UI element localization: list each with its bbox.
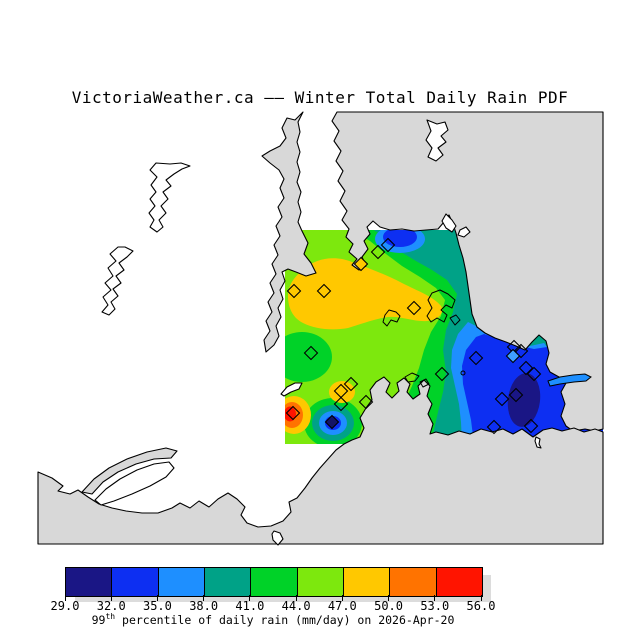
colorbar-segment [297, 568, 344, 596]
colorbar-tick-label: 50.0 [374, 599, 403, 613]
bay-cutout [425, 119, 449, 162]
colorbar-tick [156, 595, 158, 601]
colorbar-tick-label: 32.0 [96, 599, 126, 613]
station-marker [518, 360, 534, 376]
station-marker [523, 418, 539, 434]
station-marker [494, 391, 510, 407]
channel-wedge [441, 213, 457, 233]
land-layer [37, 111, 604, 546]
colorbar-tick-label: 44.0 [281, 599, 311, 613]
colorbar [65, 567, 483, 597]
station-marker [434, 366, 450, 382]
islet-bay [271, 530, 284, 546]
islet-esquimalt-a [404, 372, 420, 383]
caption-superscript: th [105, 612, 116, 621]
station-marker [286, 283, 302, 299]
islet-dot [460, 370, 466, 376]
station-marker [324, 414, 340, 430]
colorbar-tick-label: 38.0 [189, 599, 219, 613]
station-marker [285, 405, 301, 421]
colorbar-tick [480, 595, 482, 601]
station-marker [526, 366, 542, 382]
page-title: VictoriaWeather.ca —— Winter Total Daily… [71, 88, 569, 107]
station-marker [513, 343, 529, 359]
station-marker [508, 387, 524, 403]
colorbar-tick [249, 595, 251, 601]
station-marker [505, 348, 521, 364]
colorbar-tick [110, 595, 112, 601]
colorbar-tick-label: 47.0 [327, 599, 357, 613]
colorbar-segment [112, 568, 159, 596]
station-marker [353, 256, 369, 272]
colorbar-tick-label: 53.0 [420, 599, 450, 613]
lagoon-spit [280, 382, 303, 397]
colorbar-tick-label: 56.0 [466, 599, 496, 613]
station-marker [370, 244, 386, 260]
caption-prefix: 99 [91, 612, 106, 627]
colorbar-tick [295, 595, 297, 601]
colorbar-segment [251, 568, 298, 596]
colorbar-tick [388, 595, 390, 601]
island-outline-north [148, 162, 191, 233]
land-vancouver-island [261, 111, 317, 353]
caption-text: percentile of daily rain (mm/day) on 202… [115, 612, 455, 627]
colorbar-tick [64, 595, 66, 601]
station-marker [380, 237, 396, 253]
island-outline-west [101, 246, 134, 316]
islet-coast [457, 226, 471, 238]
ediz-hook-spit [81, 447, 178, 495]
station-marker [406, 300, 422, 316]
station-markers [285, 237, 542, 435]
island-sidney [426, 289, 456, 323]
islet-south [534, 436, 542, 449]
island-outlines [382, 289, 466, 388]
colorbar-segment [66, 568, 113, 596]
colorbar-segment [158, 568, 205, 596]
station-marker [343, 376, 359, 392]
island-discovery [382, 309, 401, 327]
dungeness-spit [547, 373, 592, 387]
harbour-water [94, 461, 175, 506]
station-marker [486, 419, 502, 435]
colorbar-tick [203, 595, 205, 601]
colorbar-tick-label: 41.0 [235, 599, 265, 613]
colorbar-segment [204, 568, 252, 596]
colorbar-segment [436, 568, 482, 596]
colorbar-tick [434, 595, 436, 601]
island-darcy [449, 314, 461, 326]
station-marker [316, 283, 332, 299]
station-marker [358, 394, 374, 410]
islet-esquimalt-b [419, 378, 430, 388]
colorbar-tick [341, 595, 343, 601]
station-marker [333, 396, 349, 412]
colorbar-caption: 99th percentile of daily rain (mm/day) o… [45, 612, 501, 627]
colorbar-tick-label: 29.0 [50, 599, 80, 613]
colorbar-segment [343, 568, 391, 596]
station-marker [303, 345, 319, 361]
colorbar-segment [390, 568, 437, 596]
colorbar-tick-label: 35.0 [142, 599, 172, 613]
station-marker [468, 350, 484, 366]
